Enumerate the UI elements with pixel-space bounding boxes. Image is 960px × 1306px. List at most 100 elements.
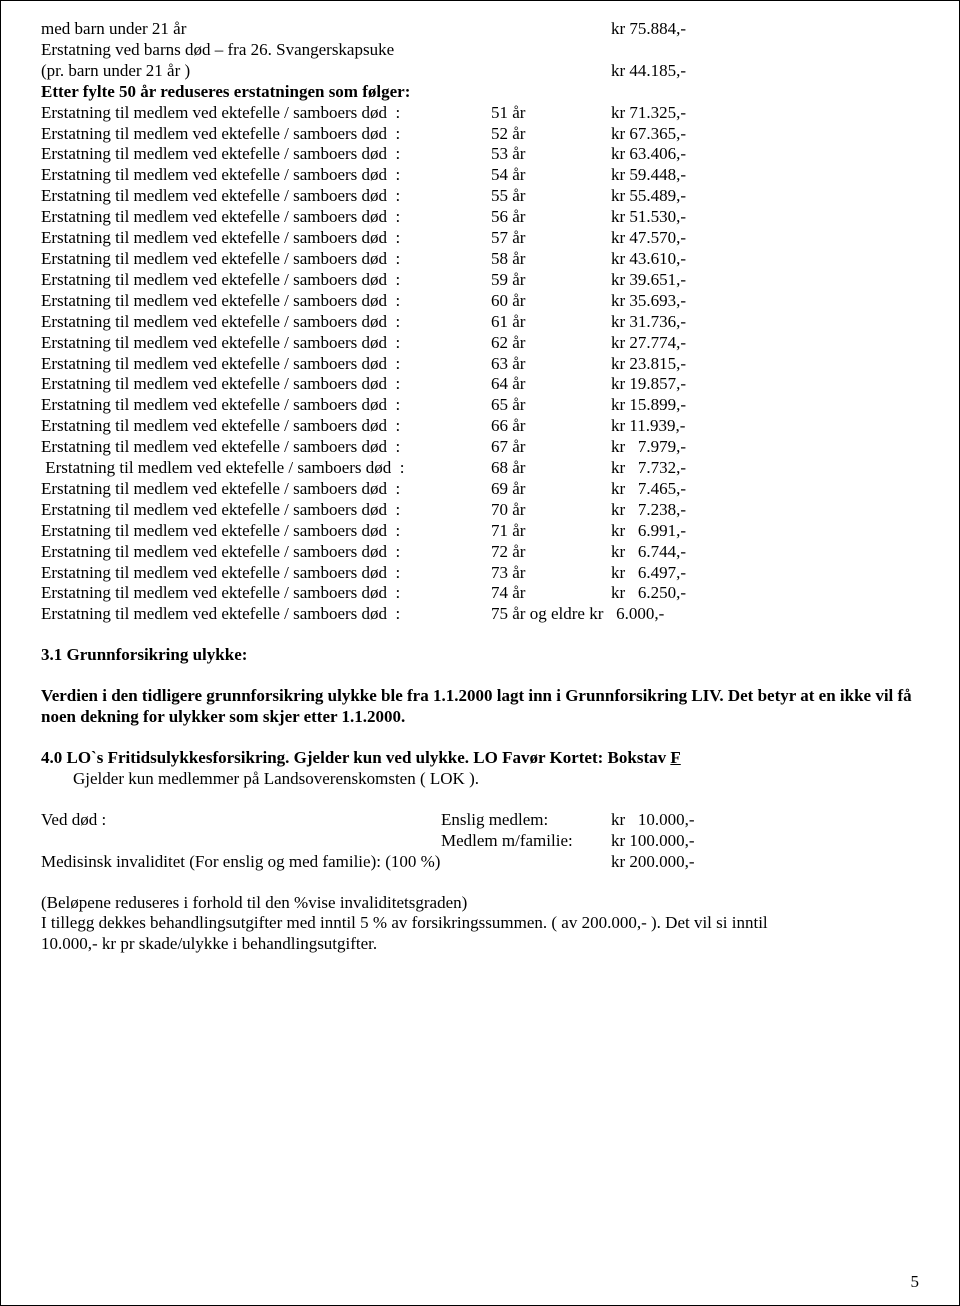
table-row: Erstatning til medlem ved ektefelle / sa…	[41, 186, 919, 207]
sec40-row2: Medlem m/familie: kr 100.000,-	[41, 831, 919, 852]
row-amount: kr 47.570,-	[611, 228, 686, 249]
table-row: Erstatning til medlem ved ektefelle / sa…	[41, 354, 919, 375]
row-label: Erstatning til medlem ved ektefelle / sa…	[41, 144, 491, 165]
row-amount: kr 7.732,-	[611, 458, 686, 479]
row-age: 61 år	[491, 312, 611, 333]
row-amount: kr 19.857,-	[611, 374, 686, 395]
row-age: 57 år	[491, 228, 611, 249]
row-age: 64 år	[491, 374, 611, 395]
row-age: 59 år	[491, 270, 611, 291]
row-label: Erstatning til medlem ved ektefelle / sa…	[41, 186, 491, 207]
row-label: Erstatning til medlem ved ektefelle / sa…	[41, 312, 491, 333]
row-age: 63 år	[491, 354, 611, 375]
row-amount: kr 6.000,-	[589, 604, 664, 625]
sec40-row3: Medisinsk invaliditet (For enslig og med…	[41, 852, 919, 873]
row-amount: kr 59.448,-	[611, 165, 686, 186]
row-amount: kr 31.736,-	[611, 312, 686, 333]
row-age: 68 år	[491, 458, 611, 479]
sec40-r1b: Enslig medlem:	[441, 810, 611, 831]
reduction-table: Erstatning til medlem ved ektefelle / sa…	[41, 103, 919, 626]
row-amount: kr 43.610,-	[611, 249, 686, 270]
row-age: 52 år	[491, 124, 611, 145]
row-age: 71 år	[491, 521, 611, 542]
table-row: Erstatning til medlem ved ektefelle / sa…	[41, 437, 919, 458]
table-row: Erstatning til medlem ved ektefelle / sa…	[41, 542, 919, 563]
row-age: 58 år	[491, 249, 611, 270]
table-row: Erstatning til medlem ved ektefelle / sa…	[41, 521, 919, 542]
row-amount: kr 15.899,-	[611, 395, 686, 416]
table-row: Erstatning til medlem ved ektefelle / sa…	[41, 312, 919, 333]
sec40-h-a: 4.0 LO`s Fritidsulykkesforsikring. Gjeld…	[41, 748, 670, 767]
intro-1a: med barn under 21 år	[41, 19, 491, 40]
intro-row-1: med barn under 21 år kr 75.884,-	[41, 19, 919, 40]
row-age: 60 år	[491, 291, 611, 312]
row-label: Erstatning til medlem ved ektefelle / sa…	[41, 542, 491, 563]
row-label: Erstatning til medlem ved ektefelle / sa…	[41, 333, 491, 354]
table-row: Erstatning til medlem ved ektefelle / sa…	[41, 604, 919, 625]
sec40-line2: Gjelder kun medlemmer på Landsoverenskom…	[41, 769, 919, 790]
row-label: Erstatning til medlem ved ektefelle / sa…	[41, 521, 491, 542]
page-number: 5	[911, 1272, 920, 1293]
sec40-r2c: kr 100.000,-	[611, 831, 695, 852]
row-age: 69 år	[491, 479, 611, 500]
row-amount: kr 39.651,-	[611, 270, 686, 291]
row-age: 72 år	[491, 542, 611, 563]
row-label: Erstatning til medlem ved ektefelle / sa…	[41, 395, 491, 416]
row-age: 70 år	[491, 500, 611, 521]
sec40-row1: Ved død : Enslig medlem: kr 10.000,-	[41, 810, 919, 831]
table-row: Erstatning til medlem ved ektefelle / sa…	[41, 458, 919, 479]
sec40-r1a: Ved død :	[41, 810, 441, 831]
row-amount: kr 11.939,-	[611, 416, 685, 437]
row-age: 75 år og eldre	[491, 604, 589, 625]
row-label: Erstatning til medlem ved ektefelle / sa…	[41, 165, 491, 186]
row-label: Erstatning til medlem ved ektefelle / sa…	[41, 270, 491, 291]
intro-3b	[491, 61, 611, 82]
row-label: Erstatning til medlem ved ektefelle / sa…	[41, 103, 491, 124]
row-label: Erstatning til medlem ved ektefelle / sa…	[41, 500, 491, 521]
table-row: Erstatning til medlem ved ektefelle / sa…	[41, 291, 919, 312]
etter-line: Etter fylte 50 år reduseres erstatningen…	[41, 82, 919, 103]
row-age: 51 år	[491, 103, 611, 124]
table-row: Erstatning til medlem ved ektefelle / sa…	[41, 270, 919, 291]
row-label: Erstatning til medlem ved ektefelle / sa…	[41, 228, 491, 249]
table-row: Erstatning til medlem ved ektefelle / sa…	[41, 395, 919, 416]
row-amount: kr 35.693,-	[611, 291, 686, 312]
closing-p1: (Beløpene reduseres i forhold til den %v…	[41, 893, 919, 914]
closing-p2b: 10.000,- kr pr skade/ulykke i behandling…	[41, 934, 377, 953]
table-row: Erstatning til medlem ved ektefelle / sa…	[41, 416, 919, 437]
sec40-r2a	[41, 831, 441, 852]
row-label: Erstatning til medlem ved ektefelle / sa…	[41, 207, 491, 228]
intro-3c: kr 44.185,-	[611, 61, 686, 82]
row-label: Erstatning til medlem ved ektefelle / sa…	[41, 291, 491, 312]
table-row: Erstatning til medlem ved ektefelle / sa…	[41, 207, 919, 228]
table-row: Erstatning til medlem ved ektefelle / sa…	[41, 249, 919, 270]
section-31-para: Verdien i den tidligere grunnforsikring …	[41, 686, 919, 728]
row-amount: kr 27.774,-	[611, 333, 686, 354]
row-amount: kr 23.815,-	[611, 354, 686, 375]
table-row: Erstatning til medlem ved ektefelle / sa…	[41, 563, 919, 584]
row-age: 66 år	[491, 416, 611, 437]
row-amount: kr 7.238,-	[611, 500, 686, 521]
row-age: 53 år	[491, 144, 611, 165]
row-amount: kr 63.406,-	[611, 144, 686, 165]
section-40-heading: 4.0 LO`s Fritidsulykkesforsikring. Gjeld…	[41, 748, 919, 769]
sec40-r2b: Medlem m/familie:	[441, 831, 611, 852]
table-row: Erstatning til medlem ved ektefelle / sa…	[41, 124, 919, 145]
row-amount: kr 7.979,-	[611, 437, 686, 458]
row-age: 54 år	[491, 165, 611, 186]
row-label: Erstatning til medlem ved ektefelle / sa…	[41, 249, 491, 270]
table-row: Erstatning til medlem ved ektefelle / sa…	[41, 103, 919, 124]
row-label: Erstatning til medlem ved ektefelle / sa…	[41, 458, 491, 479]
table-row: Erstatning til medlem ved ektefelle / sa…	[41, 500, 919, 521]
row-label: Erstatning til medlem ved ektefelle / sa…	[41, 583, 491, 604]
table-row: Erstatning til medlem ved ektefelle / sa…	[41, 374, 919, 395]
sec40-h-f: F	[670, 748, 680, 767]
intro-1b	[491, 19, 611, 40]
row-amount: kr 71.325,-	[611, 103, 686, 124]
sec40-r3a: Medisinsk invaliditet (For enslig og med…	[41, 852, 611, 873]
sec40-r1c: kr 10.000,-	[611, 810, 695, 831]
table-row: Erstatning til medlem ved ektefelle / sa…	[41, 479, 919, 500]
table-row: Erstatning til medlem ved ektefelle / sa…	[41, 583, 919, 604]
intro-1c: kr 75.884,-	[611, 19, 686, 40]
row-age: 65 år	[491, 395, 611, 416]
